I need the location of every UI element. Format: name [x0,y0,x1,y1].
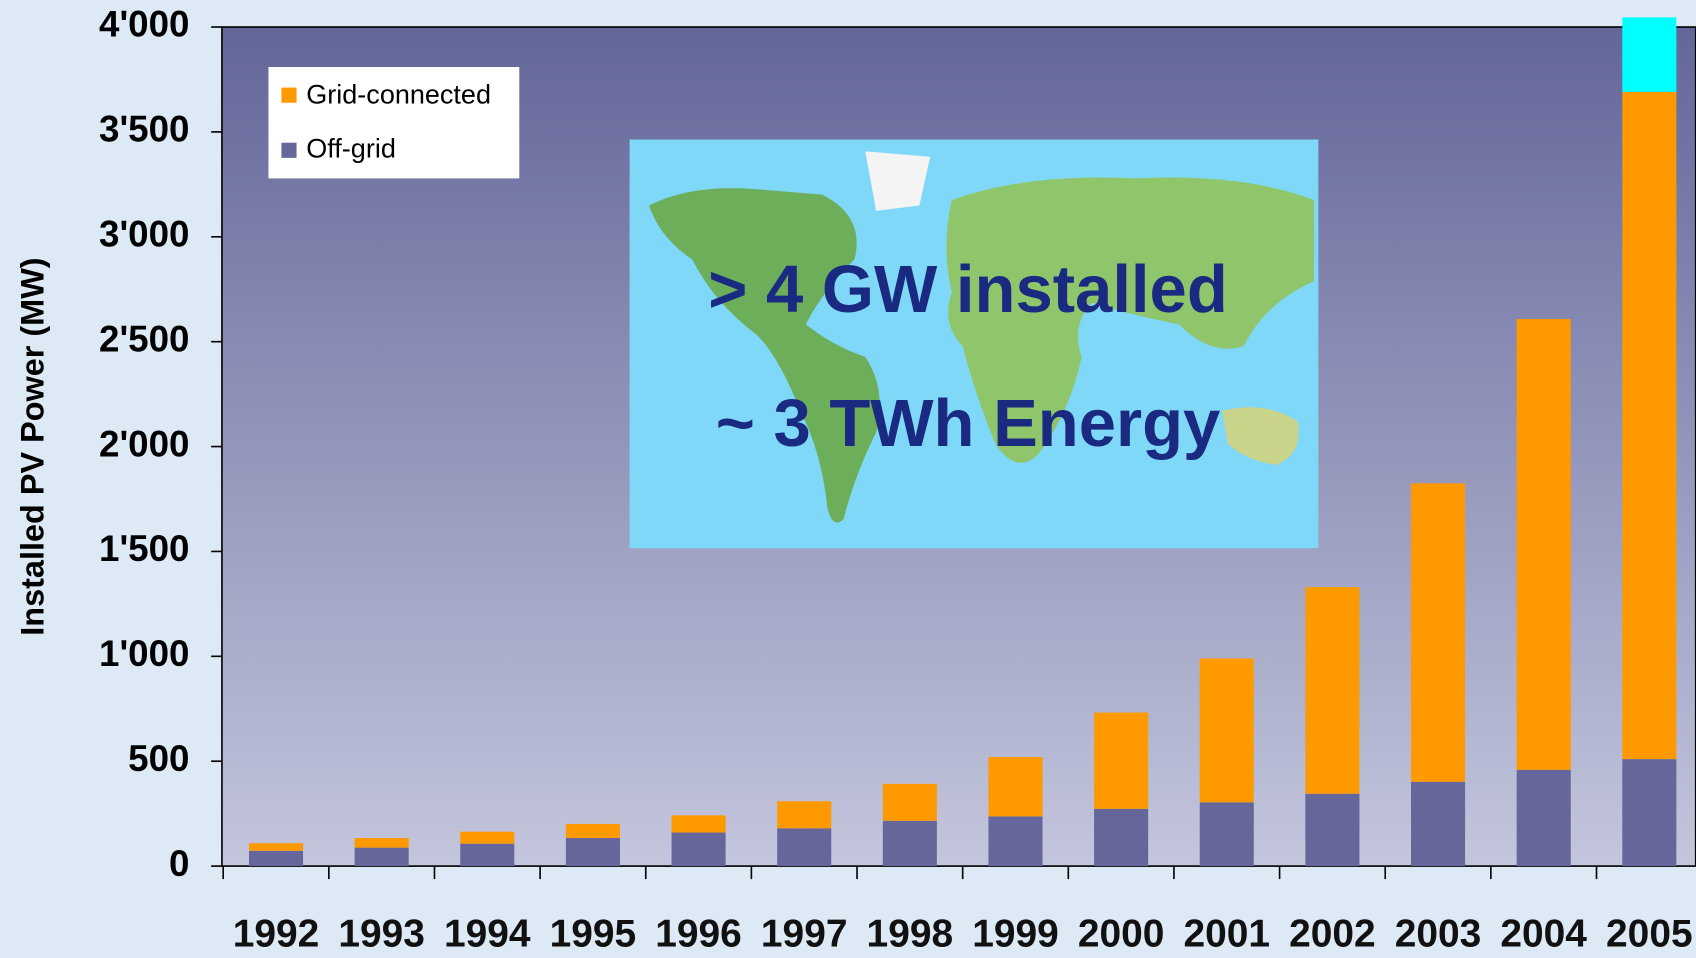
x-tick-label: 1995 [550,913,637,956]
bar-segment [1516,769,1571,867]
map-greenland [865,151,931,211]
y-tick-label: 2'000 [99,423,190,464]
x-tick-label: 1998 [867,913,954,956]
x-tick-label: 1992 [233,913,320,956]
bar-segment [460,843,515,867]
x-tick-label: 2000 [1078,913,1165,956]
bar-segment [354,837,409,848]
bar-segment [1516,319,1571,770]
bar-segment [1411,483,1466,782]
bar-segment [671,815,726,833]
bar-segment [1622,17,1677,92]
map-americas [649,188,880,523]
legend-box [268,67,520,179]
bar-segment [565,837,620,867]
y-tick-label: 3'500 [99,109,190,150]
legend: Grid-connected Off-grid [268,67,520,179]
map-inset: > 4 GW installed ~ 3 TWh Energy [629,139,1319,549]
annotation: ~ 3 TWh Energy [716,386,1221,461]
bar-segment [777,801,832,829]
y-tick-label: 1'000 [99,633,190,674]
bar-segment [671,832,726,867]
bar-segment [1622,759,1677,867]
y-tick-label: 4'000 [99,4,190,45]
map-eurasia-africa [946,177,1315,463]
bar-segment [1199,802,1254,867]
bar-segment [248,843,304,851]
bar-segment [460,831,515,844]
marks [248,17,1677,867]
x-tick-label: 2002 [1289,913,1376,956]
x-tick-label: 1994 [444,913,531,956]
bar-segment [354,847,409,867]
bar-segment [988,816,1043,867]
y-tick-label: 3'000 [99,213,190,254]
y-tick-label: 1'500 [99,528,190,569]
y-tick-label: 2'500 [99,318,190,359]
bar-segment [565,823,620,838]
x-tick-label: 2004 [1500,913,1587,956]
x-tick-label: 1997 [761,913,848,956]
x-tick-label: 1993 [338,913,425,956]
x-tick-label: 2003 [1395,913,1482,956]
legend-swatch [281,87,297,103]
x-tick-label: 2001 [1183,913,1270,956]
bar-segment [1199,658,1254,803]
bar-segment [988,757,1043,817]
bar-segment [1305,793,1360,867]
x-tick-label: 2005 [1606,913,1693,956]
bar-segment [1094,808,1149,867]
y-tick-label: 0 [169,843,189,884]
bar-segment [882,820,937,867]
legend-label: Off-grid [306,133,396,163]
x-tick-label: 1999 [972,913,1059,956]
annotation: > 4 GW installed [708,252,1228,327]
map-australia [1222,407,1299,465]
y-axis-label: Installed PV Power (MW) [14,257,50,635]
bar-segment [1094,712,1149,809]
bar-segment [1622,91,1677,760]
x-tick-label: 1996 [655,913,742,956]
legend-label: Grid-connected [306,79,491,109]
bar-segment [777,828,832,867]
bar-segment [1305,587,1360,794]
y-tick-label: 500 [128,738,189,779]
bar-segment [1411,781,1466,867]
bar-segment [248,850,304,867]
bar-segment [882,783,937,821]
legend-swatch [281,142,297,158]
